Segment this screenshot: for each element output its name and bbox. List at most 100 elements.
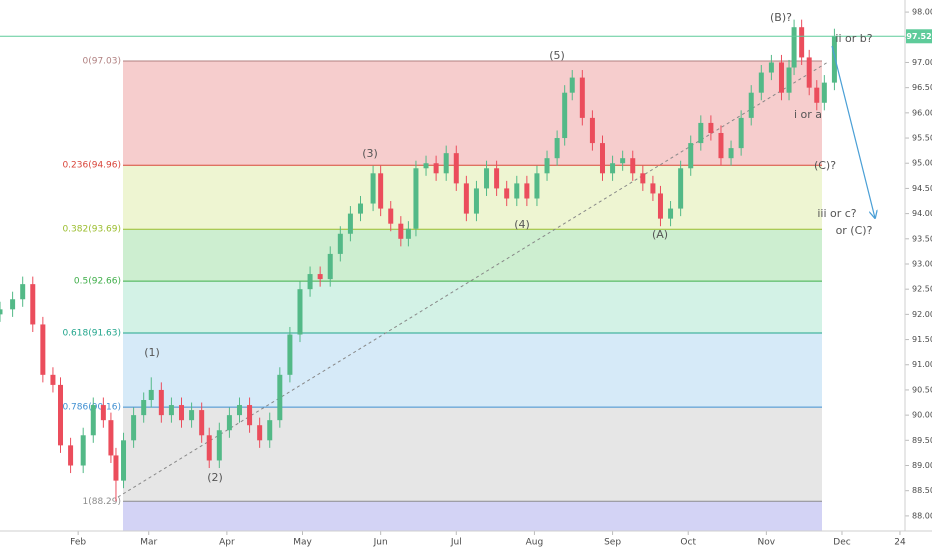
candle-body: [148, 389, 154, 401]
x-tick-label: Apr: [219, 538, 235, 548]
wave-label: or (C)?: [836, 224, 873, 237]
candle-body: [247, 405, 253, 426]
candle-body: [799, 27, 805, 58]
x-tick-label: Mar: [140, 538, 157, 548]
fib-bands: 0(97.03) 0.236(94.96) 0.382(93.69) 0.5(92.6…: [62, 56, 822, 531]
candle-body: [534, 173, 540, 199]
x-tick-label: Dec: [833, 538, 850, 548]
candle-body: [544, 158, 550, 174]
y-tick-label: 98.00: [912, 8, 932, 17]
candle-body: [554, 138, 560, 159]
y-tick-label: 95.00: [912, 159, 932, 168]
candle-body: [405, 228, 411, 239]
projection-arrow: [831, 45, 875, 218]
candle-body: [121, 440, 127, 481]
candle-body: [337, 233, 343, 254]
fib-band: [123, 229, 822, 282]
candle-body: [433, 163, 439, 174]
candle-body: [718, 133, 724, 159]
wave-label: (B)?: [770, 11, 792, 24]
candle-body: [728, 148, 734, 159]
y-tick-label: 91.00: [912, 360, 932, 369]
y-tick-label: 90.00: [912, 411, 932, 420]
candle-body: [562, 92, 568, 139]
wave-label: (1): [144, 346, 160, 359]
fib-label: 1(88.29): [82, 497, 121, 507]
y-tick-label: 96.50: [912, 83, 932, 92]
candle-body: [668, 208, 674, 219]
fib-label: 0.5(92.66): [74, 277, 121, 287]
fib-band: [123, 333, 822, 408]
wave-label: (3): [362, 147, 378, 160]
candle-body: [698, 122, 704, 144]
candle-body: [589, 117, 595, 144]
candle-body: [768, 62, 774, 73]
wave-label: (C)?: [814, 159, 836, 172]
candle-body: [688, 143, 694, 169]
y-tick-label: 89.50: [912, 436, 932, 445]
candle-body: [786, 67, 792, 93]
candle-body: [413, 168, 419, 229]
candle-body: [599, 143, 605, 174]
candle-body: [141, 400, 147, 416]
overlay: 88.00 88.50 89.00 89.50 90.00 90.50 91.00 91.50…: [0, 8, 932, 548]
y-tick-label: 90.50: [912, 385, 932, 394]
wave-label: (5): [549, 49, 565, 62]
candle-body: [610, 163, 616, 174]
candle-body: [650, 183, 656, 194]
candle-body: [131, 415, 137, 441]
candle-body: [267, 420, 273, 441]
candle-body: [257, 425, 263, 441]
fib-band: [123, 407, 822, 502]
candle-body: [443, 153, 449, 174]
candle-body: [10, 299, 16, 310]
wave-label: i or a: [794, 108, 822, 121]
candle-body: [708, 122, 714, 134]
candle-body: [216, 430, 222, 461]
y-tick-label: 95.50: [912, 134, 932, 143]
candle-body: [569, 77, 575, 93]
candle-body: [179, 405, 185, 421]
trend-line: [117, 61, 829, 498]
fib-band: [123, 165, 822, 230]
candle-body: [30, 284, 36, 325]
wave-label: (2): [207, 471, 223, 484]
candles: [0, 19, 837, 502]
x-tick-label: Jul: [450, 538, 462, 548]
candle-body: [423, 163, 429, 169]
y-tick-label: 93.50: [912, 234, 932, 243]
candle-body: [113, 455, 119, 481]
candle-body: [357, 203, 363, 214]
y-tick-label: 94.50: [912, 184, 932, 193]
wave-label: ii or b?: [835, 32, 872, 45]
candle-body: [168, 405, 174, 416]
wave-label: (4): [514, 218, 530, 231]
wave-label: iii or c?: [817, 207, 856, 220]
candle-body: [58, 384, 64, 446]
candle-body: [657, 193, 663, 219]
candle-body: [579, 77, 585, 118]
candle-body: [524, 183, 530, 199]
candle-body: [307, 274, 313, 290]
fib-label: 0.236(94.96): [62, 161, 121, 171]
candle-body: [236, 405, 242, 416]
x-tick-label: Oct: [680, 538, 696, 548]
candle-body: [514, 183, 520, 199]
x-tick-label: Jun: [373, 538, 388, 548]
candle-body: [821, 82, 827, 103]
y-tick-label: 92.00: [912, 310, 932, 319]
y-tick-label: 93.00: [912, 259, 932, 268]
last-price-label: 97.52: [906, 32, 931, 41]
y-tick-label: 89.00: [912, 461, 932, 470]
candle-body: [388, 208, 394, 224]
candle-body: [206, 435, 212, 461]
candle-body: [0, 309, 3, 315]
candle-body: [90, 405, 96, 436]
candle-body: [738, 117, 744, 149]
candle-body: [484, 168, 490, 189]
candle-body: [463, 183, 469, 214]
candle-body: [378, 173, 384, 209]
candle-body: [80, 435, 86, 466]
fib-band: [123, 501, 822, 531]
